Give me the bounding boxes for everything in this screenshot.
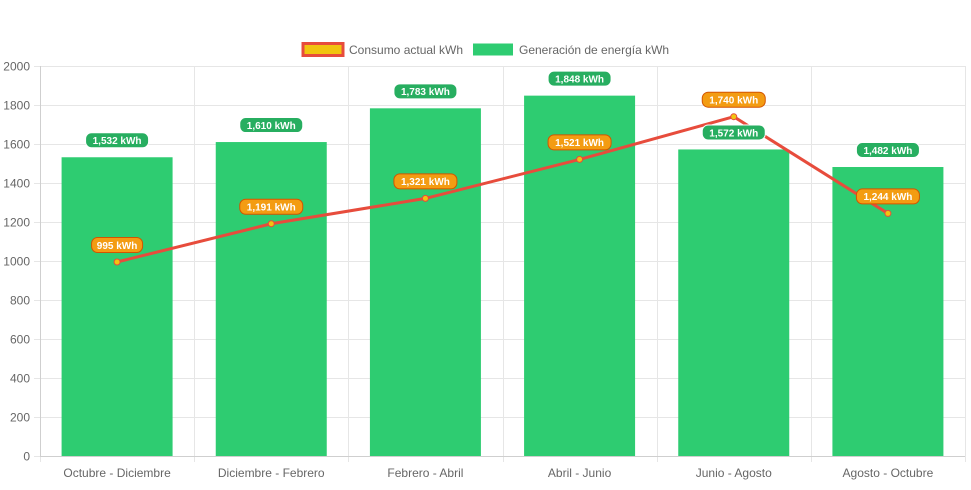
bar-data-label-text: 1,610 kWh <box>247 121 296 132</box>
line-point <box>730 113 738 121</box>
y-tick-label: 1800 <box>3 99 30 113</box>
line-data-label-bg <box>239 198 304 215</box>
bar-data-label: 1,572 kWh <box>701 124 766 141</box>
legend-swatch-generacion[interactable] <box>473 43 513 56</box>
bar <box>524 95 636 456</box>
line-data-label-bg <box>855 188 920 205</box>
bar-data-label: 1,848 kWh <box>547 70 612 87</box>
bar-data-label: 1,610 kWh <box>239 117 304 134</box>
x-tick-label: Octubre - Diciembre <box>63 466 171 480</box>
line-data-label: 1,191 kWh <box>239 198 304 215</box>
line-data-label-text: 1,244 kWh <box>863 192 912 203</box>
y-tick-label: 200 <box>10 411 30 425</box>
bar-data-label: 1,532 kWh <box>85 132 150 149</box>
y-tick-label: 0 <box>23 450 30 464</box>
y-tick-label: 1000 <box>3 255 30 269</box>
bar-data-label-text: 1,848 kWh <box>555 74 604 85</box>
bar-data-label: 1,783 kWh <box>393 83 458 100</box>
x-tick-label: Agosto - Octubre <box>843 466 934 480</box>
line-point <box>576 155 584 163</box>
line-data-label-text: 1,191 kWh <box>247 203 296 214</box>
line-data-label-text: 995 kWh <box>97 241 138 252</box>
line-data-label-bg <box>91 236 144 253</box>
bar <box>61 157 173 456</box>
y-tick-label: 400 <box>10 372 30 386</box>
data-labels: 1,532 kWh 1,610 kWh 1,783 kWh 1,848 kWh 1,57… <box>85 70 920 253</box>
x-tick-label: Diciembre - Febrero <box>218 466 325 480</box>
y-tick-label: 1400 <box>3 177 30 191</box>
legend: Consumo actual kWh Generación de energía … <box>301 42 669 57</box>
line-data-label-text: 1,740 kWh <box>709 96 758 107</box>
bar-data-label-bg <box>701 124 766 141</box>
bar-series <box>61 95 944 457</box>
line-data-label: 1,244 kWh <box>855 188 920 205</box>
line-data-label-bg <box>701 91 766 108</box>
line-point <box>884 209 892 217</box>
x-tick-label: Abril - Junio <box>548 466 612 480</box>
line-point <box>113 258 121 266</box>
line-data-label: 1,321 kWh <box>393 173 458 190</box>
legend-label-generacion[interactable]: Generación de energía kWh <box>519 43 669 57</box>
y-tick-label: 2000 <box>3 60 30 74</box>
y-tick-label: 1600 <box>3 138 30 152</box>
legend-swatch-consumo[interactable] <box>301 42 345 57</box>
bar-data-label-bg <box>239 117 304 134</box>
bar-data-label-text: 1,482 kWh <box>863 146 912 157</box>
x-tick-label: Febrero - Abril <box>387 466 463 480</box>
bar-data-label-text: 1,532 kWh <box>93 136 142 147</box>
bar-data-label-text: 1,783 kWh <box>401 87 450 98</box>
legend-label-consumo[interactable]: Consumo actual kWh <box>349 43 463 57</box>
line-point <box>421 194 429 202</box>
line-data-label: 1,740 kWh <box>701 91 766 108</box>
y-tick-label: 600 <box>10 333 30 347</box>
bar-data-label-bg <box>85 132 150 149</box>
y-tick-label: 1200 <box>3 216 30 230</box>
x-tick-label: Junio - Agosto <box>696 466 772 480</box>
bar-data-label-bg <box>393 83 458 100</box>
line-data-label-bg <box>547 134 612 151</box>
line-data-label: 995 kWh <box>91 236 144 253</box>
bar-data-label: 1,482 kWh <box>855 142 920 159</box>
line-data-label-bg <box>393 173 458 190</box>
line-data-label: 1,521 kWh <box>547 134 612 151</box>
bar <box>678 149 790 456</box>
line-point <box>267 220 275 228</box>
y-tick-label: 800 <box>10 294 30 308</box>
grid <box>34 66 966 462</box>
line-data-label-text: 1,521 kWh <box>555 138 604 149</box>
line-data-label-text: 1,321 kWh <box>401 177 450 188</box>
bar-data-label-text: 1,572 kWh <box>709 128 758 139</box>
axes: 0 200 400 600 800 1000 1200 1400 1600 1800 2000 Oct… <box>3 60 965 480</box>
bar-data-label-bg <box>855 142 920 159</box>
bar-data-label-bg <box>547 70 612 87</box>
bar <box>369 108 481 456</box>
bar <box>215 142 327 457</box>
